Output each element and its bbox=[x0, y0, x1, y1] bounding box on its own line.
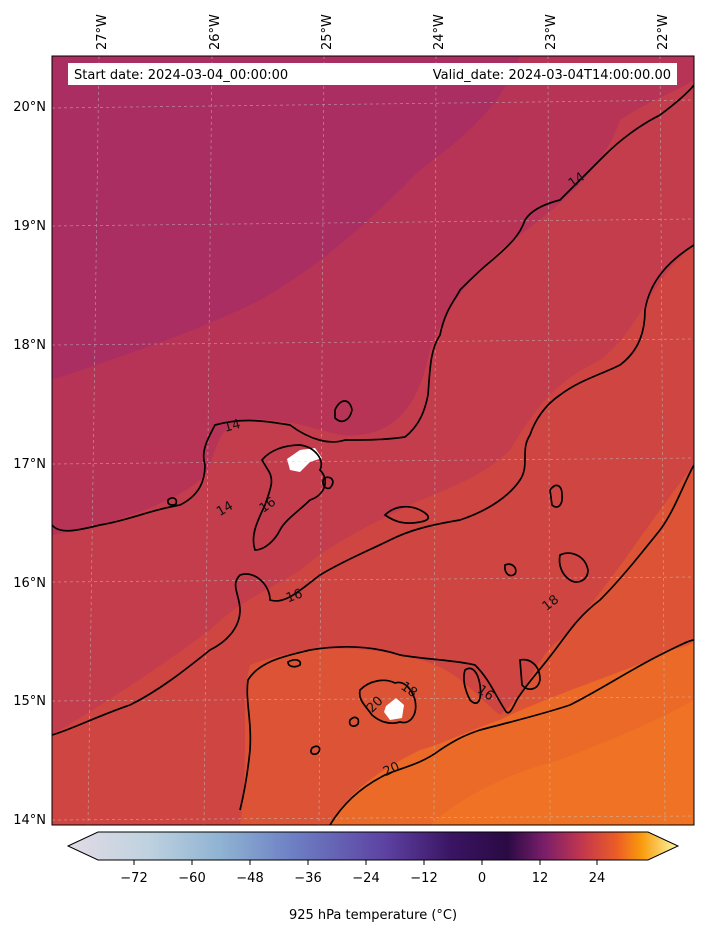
lat-tick-label: 17°N bbox=[13, 457, 46, 472]
lon-tick-label: 26°W bbox=[208, 14, 223, 50]
contour-loop-d bbox=[549, 484, 563, 508]
contour-lines bbox=[52, 84, 694, 825]
contour-loop-i bbox=[504, 563, 517, 577]
lat-tick-label: 20°N bbox=[13, 100, 46, 115]
colorbar-tick-label: −36 bbox=[294, 871, 321, 886]
contour-16-island bbox=[252, 444, 327, 551]
contour-18-island bbox=[358, 679, 417, 725]
colorbar-tick-label: −72 bbox=[120, 871, 147, 886]
colorbar-ticks bbox=[133, 860, 598, 865]
colorbar-gradient bbox=[66, 831, 680, 861]
region-above-20-south bbox=[430, 700, 694, 825]
colorbar-tick-label: −24 bbox=[352, 871, 379, 886]
valid-date-label: Valid_date: 2024-03-04T14:00:00.00 bbox=[433, 68, 671, 83]
map-frame bbox=[51, 55, 695, 826]
contour-loop-l bbox=[322, 476, 334, 490]
lon-tick-label: 27°W bbox=[95, 14, 110, 50]
contour-loop-g bbox=[348, 716, 360, 727]
lat-tick-label: 19°N bbox=[13, 219, 46, 234]
latitude-ticks: 20°N 19°N 18°N 17°N 16°N 15°N 14°N bbox=[13, 100, 46, 828]
lon-tick-label: 22°W bbox=[656, 14, 671, 50]
date-header: Start date: 2024-03-04_00:00:00 Valid_da… bbox=[68, 63, 677, 85]
colorbar: −72 −60 −48 −36 −24 −12 0 12 24 925 hPa … bbox=[66, 831, 680, 923]
contour-label: 14 bbox=[214, 499, 236, 520]
colorbar-title: 925 hPa temperature (°C) bbox=[289, 908, 457, 923]
contour-loop-k bbox=[310, 745, 321, 756]
lon-tick-label: 23°W bbox=[544, 14, 559, 50]
contour-label: 14 bbox=[222, 417, 242, 436]
contour-14-main bbox=[52, 84, 694, 532]
colorbar-tick-label: 24 bbox=[589, 871, 606, 886]
lat-tick-label: 14°N bbox=[13, 813, 46, 828]
contour-loop-h bbox=[287, 659, 302, 668]
start-date-label: Start date: 2024-03-04_00:00:00 bbox=[74, 68, 288, 83]
lat-tick-label: 18°N bbox=[13, 338, 46, 353]
colorbar-tick-label: −60 bbox=[178, 871, 205, 886]
colorbar-tick-label: −48 bbox=[236, 871, 263, 886]
contour-label: 16 bbox=[284, 586, 305, 606]
contour-loop-c bbox=[462, 667, 482, 704]
temperature-field bbox=[52, 56, 694, 825]
contour-loop-f bbox=[558, 552, 589, 583]
contour-18-main bbox=[239, 464, 694, 811]
colorbar-tick-label: −12 bbox=[410, 871, 437, 886]
contour-loop-b bbox=[383, 505, 430, 525]
region-darker-14 bbox=[52, 56, 520, 380]
colorbar-tick-label: 0 bbox=[478, 871, 486, 886]
contour-loop-j bbox=[167, 497, 178, 506]
contour-loop-a bbox=[334, 400, 353, 423]
lat-tick-label: 16°N bbox=[13, 576, 46, 591]
contour-label: 20 bbox=[381, 759, 402, 780]
contour-16-main bbox=[52, 244, 694, 736]
colorbar-tick-label: 12 bbox=[532, 871, 549, 886]
contour-loop-e bbox=[519, 658, 541, 690]
lon-tick-label: 25°W bbox=[320, 14, 335, 50]
missing-patch-north bbox=[287, 448, 322, 472]
longitude-ticks: 27°W 26°W 25°W 24°W 23°W 22°W bbox=[95, 14, 671, 50]
missing-patch-south bbox=[384, 698, 404, 720]
lat-tick-label: 15°N bbox=[13, 694, 46, 709]
lon-tick-label: 24°W bbox=[432, 14, 447, 50]
contour-20-main bbox=[329, 639, 694, 825]
